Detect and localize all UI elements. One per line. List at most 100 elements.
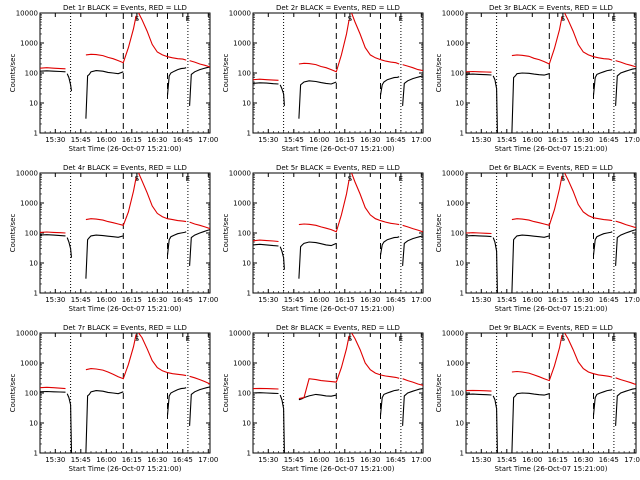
x-axis-label: Start Time (26-Oct-07 15:21:00) bbox=[69, 145, 182, 153]
y-tick-label: 10 bbox=[29, 420, 38, 428]
series-line-events bbox=[40, 390, 66, 393]
series-line-lld bbox=[351, 173, 400, 226]
y-axis-label: Counts/sec bbox=[9, 214, 17, 253]
x-tick-label: 15:30 bbox=[45, 456, 65, 464]
y-tick-label: 1 bbox=[247, 290, 251, 298]
x-tick-label: 16:00 bbox=[96, 296, 116, 304]
y-tick-label: 10000 bbox=[442, 170, 464, 178]
y-axis-label: Counts/sec bbox=[222, 54, 230, 93]
x-tick-label: 16:30 bbox=[360, 456, 380, 464]
series-line-lld bbox=[253, 239, 279, 243]
y-tick-label: 100 bbox=[451, 70, 464, 78]
series-lld bbox=[40, 173, 210, 234]
y-tick-label: 1 bbox=[247, 130, 251, 138]
x-tick-label: 16:00 bbox=[522, 296, 542, 304]
x-tick-label: 16:00 bbox=[309, 136, 329, 144]
series-line-lld bbox=[85, 334, 137, 380]
series-line-events bbox=[592, 69, 613, 96]
series-line-lld bbox=[466, 70, 492, 73]
x-tick-label: 17:00 bbox=[624, 456, 640, 464]
chart-title: Det 9r BLACK = Events, RED = LLD bbox=[489, 324, 613, 332]
y-tick-label: 10 bbox=[242, 100, 251, 108]
y-tick-label: 100 bbox=[25, 230, 38, 238]
series-line-events bbox=[402, 75, 423, 106]
series-events bbox=[466, 68, 636, 133]
plot-frame bbox=[252, 12, 424, 134]
y-tick-label: 10000 bbox=[442, 10, 464, 18]
series-line-events bbox=[492, 395, 498, 453]
x-tick-label: 16:15 bbox=[548, 136, 568, 144]
y-axis-label: Counts/sec bbox=[9, 374, 17, 413]
x-tick-label: 16:45 bbox=[173, 456, 193, 464]
series-line-events bbox=[279, 84, 285, 106]
series-events bbox=[253, 388, 423, 453]
marker-label-e: E bbox=[186, 15, 190, 23]
y-tick-label: 100 bbox=[25, 70, 38, 78]
series-line-lld bbox=[402, 224, 423, 233]
series-line-lld bbox=[138, 173, 187, 223]
series-line-events bbox=[85, 390, 124, 453]
y-tick-label: 10000 bbox=[442, 330, 464, 338]
chart-panel-1: Det 1r BLACK = Events, RED = LLD 1 10 100 10… bbox=[9, 4, 218, 153]
series-line-events bbox=[189, 386, 210, 426]
series-line-lld bbox=[138, 13, 187, 61]
x-tick-label: 16:30 bbox=[573, 456, 593, 464]
x-tick-label: 16:30 bbox=[360, 136, 380, 144]
series-line-lld bbox=[466, 389, 492, 392]
series-line-events bbox=[298, 393, 337, 401]
series-line-events bbox=[615, 229, 636, 266]
x-tick-label: 16:30 bbox=[147, 136, 167, 144]
series-line-events bbox=[66, 237, 73, 258]
series-line-events bbox=[166, 387, 187, 416]
series-line-events bbox=[466, 73, 492, 76]
marker-label-e: E bbox=[399, 335, 403, 343]
series-line-events bbox=[615, 388, 636, 426]
series-line-lld bbox=[466, 232, 492, 235]
series-line-lld bbox=[564, 173, 613, 222]
series-events bbox=[466, 388, 636, 453]
y-tick-label: 1 bbox=[460, 130, 464, 138]
x-tick-label: 16:45 bbox=[386, 296, 406, 304]
chart-panel-3: Det 3r BLACK = Events, RED = LLD 1 10 100 10… bbox=[435, 4, 640, 153]
plot-frame bbox=[252, 172, 424, 294]
chart-title: Det 7r BLACK = Events, RED = LLD bbox=[63, 324, 187, 332]
series-line-events bbox=[379, 76, 400, 96]
series-lld bbox=[466, 333, 636, 392]
y-tick-label: 1000 bbox=[233, 40, 251, 48]
y-tick-label: 1 bbox=[34, 130, 38, 138]
marker-label-s: S bbox=[348, 15, 353, 23]
series-line-events bbox=[402, 235, 423, 266]
plot-frame bbox=[465, 12, 637, 134]
x-tick-label: 16:30 bbox=[147, 456, 167, 464]
marker-label-e: E bbox=[399, 15, 403, 23]
x-tick-label: 17:00 bbox=[411, 136, 431, 144]
x-tick-label: 16:15 bbox=[122, 136, 142, 144]
plot-frame bbox=[39, 12, 211, 134]
x-tick-label: 16:45 bbox=[599, 136, 619, 144]
x-tick-label: 16:15 bbox=[335, 296, 355, 304]
x-tick-label: 15:45 bbox=[71, 296, 91, 304]
y-tick-label: 10 bbox=[455, 100, 464, 108]
x-tick-label: 16:15 bbox=[335, 136, 355, 144]
y-tick-label: 100 bbox=[238, 390, 251, 398]
y-tick-label: 1000 bbox=[233, 360, 251, 368]
marker-label-s: S bbox=[561, 175, 566, 183]
chart-title: Det 6r BLACK = Events, RED = LLD bbox=[489, 164, 613, 172]
x-tick-label: 16:00 bbox=[309, 456, 329, 464]
series-line-events bbox=[592, 389, 613, 416]
x-tick-label: 15:45 bbox=[497, 456, 517, 464]
series-lld bbox=[40, 13, 210, 70]
marker-label-s: S bbox=[561, 15, 566, 23]
chart-panel-8: Det 8r BLACK = Events, RED = LLD 1 10 100 10… bbox=[222, 324, 431, 473]
y-tick-label: 100 bbox=[451, 230, 464, 238]
x-axis-label: Start Time (26-Oct-07 15:21:00) bbox=[282, 305, 395, 313]
x-tick-label: 15:30 bbox=[471, 136, 491, 144]
y-axis-label: Counts/sec bbox=[435, 374, 443, 413]
x-axis-label: Start Time (26-Oct-07 15:21:00) bbox=[495, 145, 608, 153]
y-tick-label: 1 bbox=[247, 450, 251, 458]
series-events bbox=[40, 66, 210, 119]
chart-title: Det 5r BLACK = Events, RED = LLD bbox=[276, 164, 400, 172]
series-lld bbox=[466, 173, 636, 235]
series-line-lld bbox=[85, 177, 137, 226]
y-tick-label: 1 bbox=[34, 450, 38, 458]
